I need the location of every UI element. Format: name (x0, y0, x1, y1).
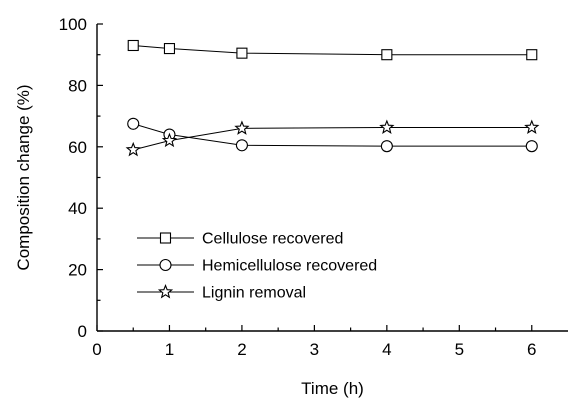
x-tick-label: 1 (165, 340, 174, 359)
y-tick-label: 0 (78, 322, 87, 341)
x-axis-title: Time (h) (301, 379, 364, 398)
x-tick-label: 5 (455, 340, 464, 359)
circle-point (525, 140, 538, 153)
square-point (236, 47, 248, 59)
square-point (163, 43, 176, 55)
y-tick-label: 80 (68, 76, 87, 95)
legend-star-marker (157, 283, 174, 299)
circle-point (235, 139, 248, 152)
legend-label: Cellulose recovered (202, 231, 343, 248)
star-point (125, 141, 141, 157)
star-point (161, 132, 178, 148)
series-group (125, 39, 540, 157)
y-tick-label: 20 (68, 261, 87, 280)
legend-label: Lignin removal (202, 285, 306, 302)
y-tick-label: 100 (59, 15, 87, 34)
x-tick-label: 2 (237, 340, 246, 359)
star-point (234, 120, 250, 135)
legend-circle-marker (159, 258, 172, 272)
star-point (379, 119, 395, 134)
x-tick-label: 3 (310, 340, 319, 359)
legend-label: Hemicellulose recovered (202, 258, 377, 275)
y-tick-label: 40 (68, 199, 87, 218)
x-tick-label: 0 (92, 340, 101, 359)
circle-point (127, 117, 140, 130)
legend-square-marker (159, 232, 172, 244)
y-axis-title: Composition change (%) (14, 84, 33, 270)
y-tick-label: 60 (68, 138, 87, 157)
series-line-square (133, 44, 532, 56)
legend: Cellulose recovered Hemicellulose recover… (137, 231, 377, 302)
axes (96, 24, 568, 332)
circle-point (380, 140, 393, 153)
x-tick-label: 6 (527, 340, 536, 359)
square-point (526, 49, 538, 61)
square-point (127, 39, 139, 52)
square-point (381, 49, 393, 61)
star-point (524, 119, 540, 134)
x-tick-label: 4 (382, 340, 391, 359)
